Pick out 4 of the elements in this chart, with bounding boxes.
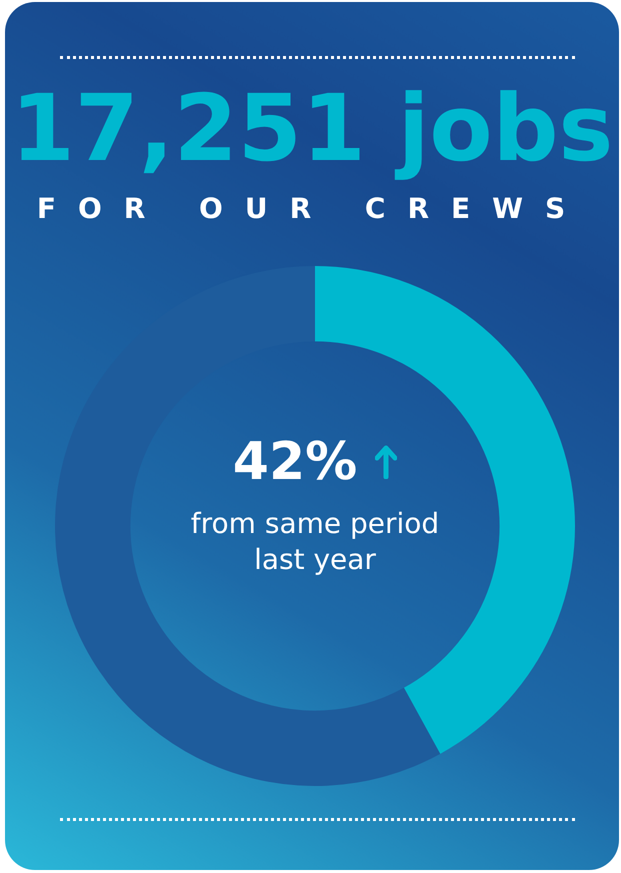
text: 42% xyxy=(232,432,358,492)
text: from same period last year xyxy=(190,506,440,578)
chart-title: 17,251 jobs xyxy=(10,74,614,184)
chart-subtitle: FOR OUR CREWS xyxy=(36,192,588,225)
